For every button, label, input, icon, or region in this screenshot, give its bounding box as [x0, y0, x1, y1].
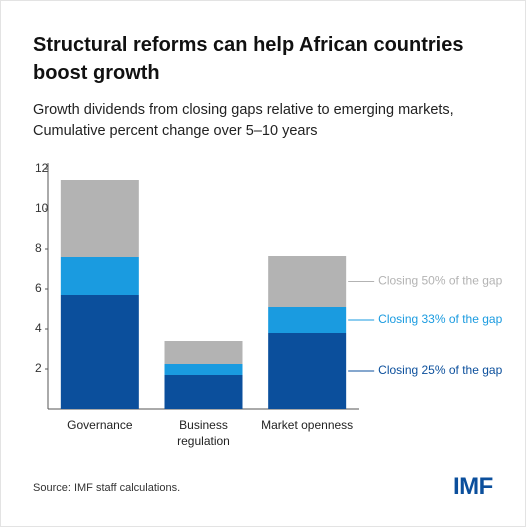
bar-segment — [268, 307, 347, 333]
title-line: boost growth — [33, 62, 160, 84]
bar-segment — [60, 257, 139, 295]
bar-segment — [164, 375, 243, 409]
bar-segment — [60, 295, 139, 409]
bar-segment — [60, 180, 139, 257]
logo: IMF — [453, 473, 493, 500]
bar-segment — [268, 256, 347, 307]
y-tick-label: 8 — [35, 241, 42, 255]
y-tick-label: 12 — [35, 161, 49, 175]
bar-segment — [164, 364, 243, 375]
title-line: Structural reforms can help African coun… — [33, 34, 464, 56]
legend-label: Closing 50% of the gap — [378, 274, 502, 288]
x-tick-label: Business regulation — [177, 418, 230, 448]
chart-title: Structural reforms can help African coun… — [33, 31, 463, 87]
legend-label: Closing 25% of the gap — [378, 363, 502, 377]
legend-label: Closing 33% of the gap — [378, 312, 502, 326]
chart-subtitle: Growth dividends from closing gaps relat… — [33, 100, 454, 142]
y-tick-label: 6 — [35, 281, 42, 295]
y-tick-label: 2 — [35, 361, 42, 375]
subtitle-line: Cumulative percent change over 5–10 year… — [33, 123, 318, 139]
x-tick-label: Governance — [67, 418, 133, 432]
y-tick-label: 4 — [35, 321, 42, 335]
source-note: Source: IMF staff calculations. — [33, 482, 181, 494]
chart: 2 4 6 8 10 12 Closing 25% of the gap Closing 33… — [35, 161, 503, 410]
x-tick-label: Market openness — [261, 418, 354, 432]
bar-segment — [268, 333, 347, 409]
bar-segment — [164, 341, 243, 364]
subtitle-line: Growth dividends from closing gaps relat… — [33, 102, 454, 118]
y-tick-label: 10 — [35, 201, 49, 215]
